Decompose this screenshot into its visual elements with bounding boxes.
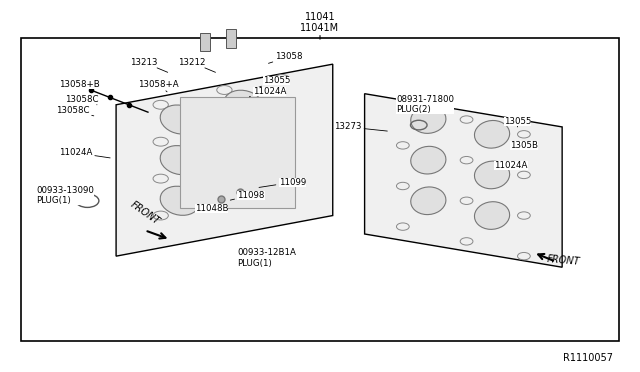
Ellipse shape — [411, 146, 446, 174]
Text: 11024A: 11024A — [495, 161, 528, 170]
Text: FRONT: FRONT — [546, 254, 580, 267]
Ellipse shape — [224, 171, 263, 201]
Ellipse shape — [474, 121, 509, 148]
Text: R1110057: R1110057 — [563, 353, 613, 363]
Text: 13058: 13058 — [269, 52, 303, 63]
Polygon shape — [116, 64, 333, 256]
Ellipse shape — [160, 105, 200, 134]
Text: 11099: 11099 — [259, 178, 306, 187]
FancyBboxPatch shape — [226, 29, 236, 48]
Polygon shape — [365, 94, 562, 267]
Text: 1305B: 1305B — [510, 141, 538, 150]
Text: 13055: 13055 — [504, 117, 531, 127]
Text: 11041M: 11041M — [300, 23, 340, 33]
Text: 00933-12B1A
PLUG(1): 00933-12B1A PLUG(1) — [237, 248, 296, 268]
Ellipse shape — [224, 90, 263, 119]
Text: 13055: 13055 — [259, 76, 290, 87]
Text: 11024A: 11024A — [250, 87, 287, 97]
Text: 13273: 13273 — [334, 122, 387, 131]
FancyBboxPatch shape — [200, 33, 211, 51]
Ellipse shape — [474, 202, 509, 230]
FancyBboxPatch shape — [20, 38, 620, 341]
FancyBboxPatch shape — [180, 97, 294, 208]
Ellipse shape — [160, 145, 200, 175]
Ellipse shape — [160, 186, 200, 215]
Ellipse shape — [411, 187, 446, 215]
Text: 13058C: 13058C — [65, 95, 99, 105]
Text: 11024A: 11024A — [59, 148, 110, 158]
Text: FRONT: FRONT — [129, 199, 162, 227]
Text: 13212: 13212 — [178, 58, 216, 72]
Text: 13058+B: 13058+B — [59, 80, 99, 90]
Ellipse shape — [474, 161, 509, 189]
Ellipse shape — [411, 106, 446, 133]
Text: 13213: 13213 — [130, 58, 168, 72]
Text: 08931-71800
PLUG(2): 08931-71800 PLUG(2) — [396, 95, 454, 115]
Text: 11041: 11041 — [305, 12, 335, 22]
Text: 11048B: 11048B — [195, 203, 228, 213]
Text: 11098: 11098 — [230, 191, 264, 200]
Text: 13058+A: 13058+A — [138, 80, 179, 92]
Ellipse shape — [224, 131, 263, 160]
Text: 00933-13090
PLUG(1): 00933-13090 PLUG(1) — [36, 186, 94, 205]
Text: 13058C: 13058C — [56, 106, 94, 116]
